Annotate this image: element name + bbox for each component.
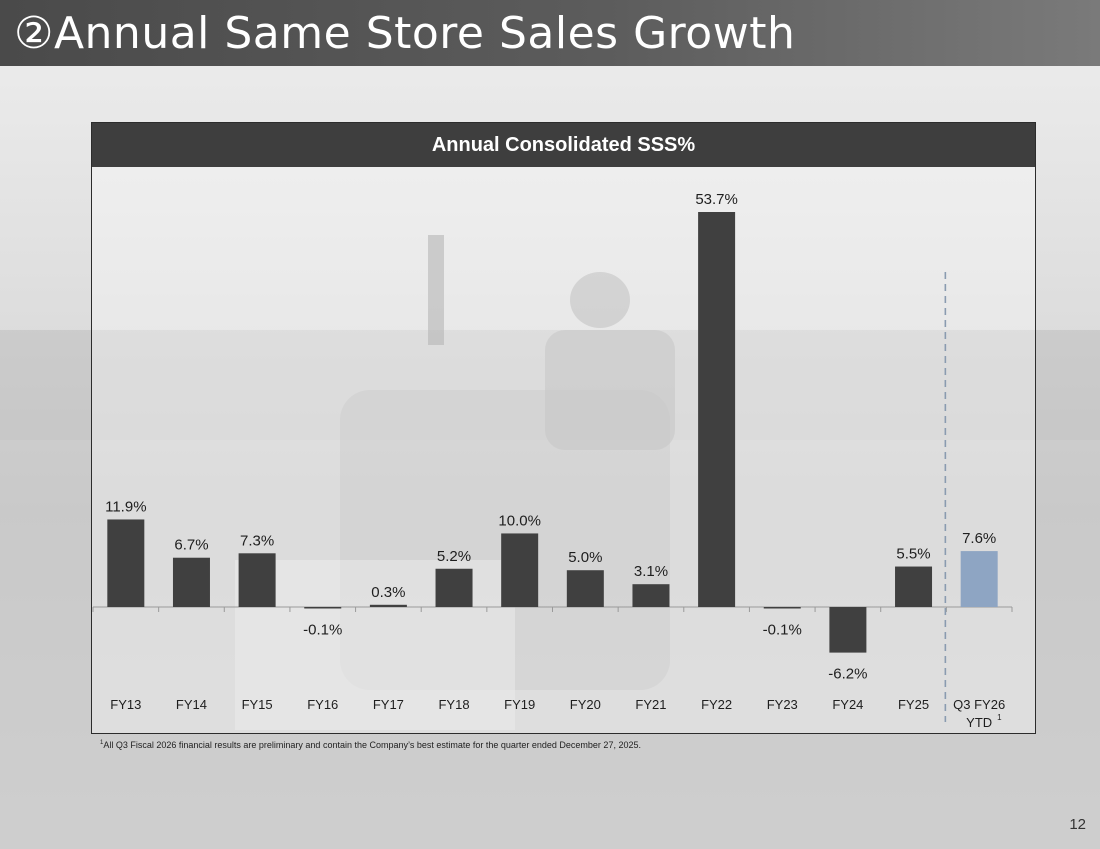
x-tick-label: FY18	[438, 697, 469, 712]
data-label: 10.0%	[498, 512, 541, 529]
x-tick-label: FY14	[176, 697, 207, 712]
x-tick-label: FY23	[767, 697, 798, 712]
bar-fy25	[895, 566, 933, 607]
bar-fy22	[698, 212, 736, 607]
x-tick-label: FY24	[832, 697, 863, 712]
bar-fy19	[501, 533, 539, 607]
data-label: 53.7%	[695, 191, 738, 208]
x-tick-label: FY25	[898, 697, 929, 712]
page-title: ②Annual Same Store Sales Growth	[14, 8, 796, 59]
footnote-marker: 1	[100, 740, 104, 746]
bar-fy15	[238, 553, 276, 607]
bar-chart: 11.9% FY13 6.7% FY14 7.3% FY15 -0.1% FY16 0.3% FY…	[92, 191, 1013, 730]
x-tick-label: FY17	[373, 697, 404, 712]
data-label: 0.3%	[371, 584, 405, 601]
data-label: 3.1%	[634, 563, 668, 580]
x-tick-label: FY20	[570, 697, 601, 712]
data-label: -0.1%	[303, 622, 342, 639]
data-label: -6.2%	[828, 666, 867, 683]
bar-fy23	[763, 607, 801, 609]
x-tick-label: FY21	[635, 697, 666, 712]
bar-fy18	[435, 568, 473, 607]
x-tick-label: FY16	[307, 697, 338, 712]
data-label: 6.7%	[174, 537, 208, 554]
data-label: 11.9%	[105, 498, 146, 515]
data-label: 5.2%	[437, 548, 471, 565]
bar-fy16	[304, 607, 342, 609]
data-label: 7.6%	[962, 530, 996, 547]
x-tick-label: FY13	[110, 697, 141, 712]
data-label: -0.1%	[763, 622, 802, 639]
bar-fy21	[632, 584, 670, 607]
bar-fy24	[829, 607, 867, 653]
x-tick-label: FY15	[242, 697, 273, 712]
footnote-text: All Q3 Fiscal 2026 financial results are…	[103, 740, 641, 750]
x-tick-superscript: 1	[997, 713, 1002, 722]
title-bar: ②Annual Same Store Sales Growth	[0, 0, 1100, 66]
bar-fy14	[172, 557, 210, 607]
data-label: 5.5%	[896, 546, 930, 563]
chart-title: Annual Consolidated SSS%	[92, 123, 1035, 167]
data-label: 5.0%	[568, 549, 602, 566]
page-number: 12	[1069, 816, 1086, 833]
bar-fy13	[107, 519, 145, 607]
footnote: 1All Q3 Fiscal 2026 financial results ar…	[100, 740, 641, 750]
bar-q3-fy26-ytd	[960, 551, 998, 607]
x-tick-label: FY22	[701, 697, 732, 712]
data-label: 7.3%	[240, 532, 274, 549]
x-tick-label: Q3 FY26	[953, 697, 1005, 712]
bar-fy20	[566, 570, 604, 607]
chart-panel: Annual Consolidated SSS%	[91, 122, 1036, 734]
x-tick-label: FY19	[504, 697, 535, 712]
bar-fy17	[369, 604, 407, 607]
x-tick-label: YTD	[966, 715, 992, 730]
